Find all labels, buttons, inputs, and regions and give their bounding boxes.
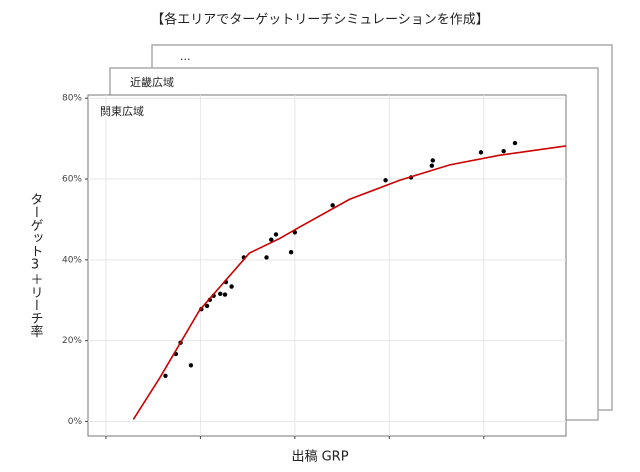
y-tick-label: 60% bbox=[62, 175, 82, 185]
panel-label: 近畿広域 bbox=[130, 75, 174, 89]
point bbox=[273, 232, 279, 237]
y-tick-label: 40% bbox=[62, 255, 82, 265]
y-tick-label: 0% bbox=[68, 417, 83, 427]
point bbox=[222, 292, 228, 297]
point bbox=[478, 150, 484, 155]
point bbox=[330, 203, 335, 208]
point bbox=[163, 373, 168, 378]
panel-label: ... bbox=[180, 50, 191, 63]
point bbox=[204, 303, 210, 309]
panel-label: 関東広域 bbox=[100, 105, 144, 118]
point bbox=[264, 255, 269, 260]
y-axis-label: ターゲット3＋リーチ率 bbox=[28, 193, 44, 338]
chart-title: 【各エリアでターゲットリーチシミュレーションを作成】 bbox=[151, 12, 488, 28]
y-tick-label: 80% bbox=[62, 94, 82, 104]
panel-front bbox=[87, 94, 567, 437]
point bbox=[501, 148, 506, 154]
point bbox=[429, 163, 435, 168]
y-tick-label: 20% bbox=[62, 336, 82, 346]
point bbox=[430, 158, 436, 163]
x-axis-label: 出稿 GRP bbox=[291, 449, 348, 465]
point bbox=[188, 363, 194, 368]
point bbox=[229, 284, 234, 289]
fit-curve bbox=[132, 145, 567, 420]
point bbox=[288, 249, 294, 255]
point bbox=[218, 291, 223, 296]
point bbox=[512, 140, 518, 146]
point bbox=[383, 178, 388, 183]
point bbox=[269, 237, 274, 242]
